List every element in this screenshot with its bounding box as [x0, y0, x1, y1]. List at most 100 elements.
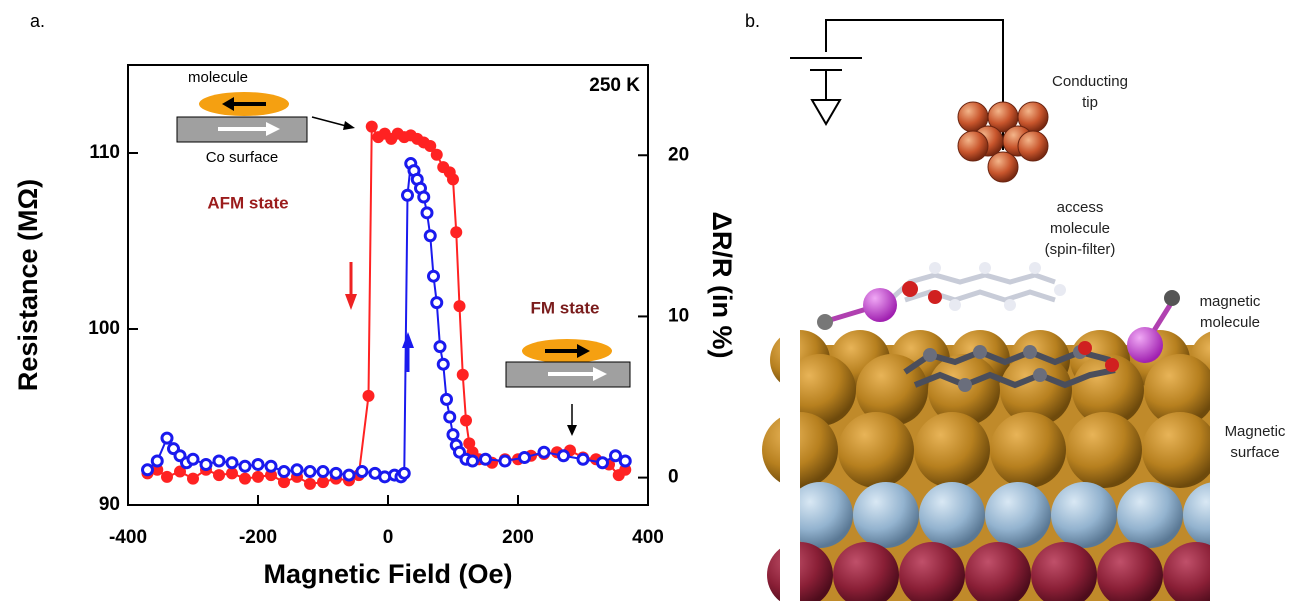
diagram-label: tip — [1082, 94, 1098, 111]
sweep-arrow — [402, 332, 414, 348]
data-point — [253, 460, 263, 470]
x-axis-label: Magnetic Field (Oe) — [263, 559, 512, 589]
annotation: AFM state — [207, 193, 288, 212]
data-point — [422, 208, 432, 218]
atom — [919, 482, 985, 548]
y2-tick-label: 0 — [668, 467, 679, 488]
diagram-label: surface — [1230, 444, 1279, 461]
y2-axis-label: ΔR/R (in %) — [707, 212, 737, 359]
data-point — [598, 458, 608, 468]
atom — [853, 482, 919, 548]
sweep-arrow — [345, 294, 357, 310]
surface — [762, 330, 1299, 601]
pointer — [343, 121, 355, 130]
diagram-label: Conducting — [1052, 73, 1128, 90]
pointer — [567, 425, 577, 436]
data-point — [481, 454, 491, 464]
atom — [990, 412, 1066, 488]
data-point — [239, 473, 251, 485]
data-point — [539, 447, 549, 457]
atom — [985, 482, 1051, 548]
x-tick-label: 200 — [502, 527, 534, 548]
y-tick-label: 110 — [89, 142, 120, 163]
panel-label: a. — [30, 11, 45, 31]
annotation: molecule — [188, 69, 248, 86]
x-tick-label: 400 — [632, 527, 664, 548]
mask — [1210, 330, 1299, 601]
data-point — [520, 452, 530, 462]
data-point — [578, 454, 588, 464]
data-point — [357, 467, 367, 477]
y-axis-label: Resistance (MΩ) — [13, 179, 43, 391]
atom — [1142, 412, 1218, 488]
data-point — [188, 454, 198, 464]
atom — [1051, 482, 1117, 548]
y2-tick-label: 10 — [668, 305, 689, 326]
atom — [1117, 482, 1183, 548]
data-point — [432, 298, 442, 308]
data-point — [304, 478, 316, 490]
data-point — [214, 456, 224, 466]
annotation: 250 K — [589, 75, 640, 96]
data-point — [403, 190, 413, 200]
panel-label: b. — [745, 11, 760, 31]
data-point — [143, 465, 153, 475]
data-point — [363, 390, 375, 402]
tip — [958, 102, 1048, 182]
data-point — [252, 471, 264, 483]
atom — [914, 412, 990, 488]
data-point — [468, 456, 478, 466]
diagram-label: molecule — [1050, 220, 1110, 237]
data-point — [448, 430, 458, 440]
x-tick-label: 0 — [383, 527, 394, 548]
y2-tick-label: 20 — [668, 144, 689, 165]
data-point — [431, 149, 443, 161]
data-point — [279, 467, 289, 477]
mask — [780, 330, 800, 601]
data-point — [419, 192, 429, 202]
data-point — [318, 467, 328, 477]
y-tick-label: 90 — [99, 494, 120, 515]
data-point — [331, 468, 341, 478]
annotation: Co surface — [206, 149, 279, 166]
y-tick-label: 100 — [88, 318, 120, 339]
data-point — [429, 271, 439, 281]
data-point — [425, 231, 435, 241]
data-point — [305, 467, 315, 477]
figure: a. Magnetic Field (Oe) Resistance (MΩ) Δ… — [0, 0, 1299, 601]
data-point — [240, 461, 250, 471]
x-tick-label: -200 — [239, 527, 277, 548]
data-point — [457, 369, 469, 381]
data-point — [442, 394, 452, 404]
diagram-label: magnetic — [1200, 293, 1261, 310]
atom — [1066, 412, 1142, 488]
data-point — [201, 460, 211, 470]
data-point — [152, 456, 162, 466]
data-point — [450, 226, 462, 238]
diagram-label: Magnetic — [1225, 423, 1286, 440]
diagram-label: access — [1057, 199, 1104, 216]
data-point — [435, 342, 445, 352]
data-point — [438, 359, 448, 369]
data-point — [399, 468, 409, 478]
data-point — [366, 121, 378, 133]
diagram-label: molecule — [1200, 314, 1260, 331]
annotation: FM state — [531, 298, 600, 317]
data-point — [266, 461, 276, 471]
data-point — [213, 469, 225, 481]
data-point — [227, 458, 237, 468]
data-point — [187, 473, 199, 485]
data-point — [559, 451, 569, 461]
data-point — [620, 456, 630, 466]
data-point — [460, 415, 472, 427]
diagram-label: (spin-filter) — [1045, 241, 1116, 258]
data-point — [500, 456, 510, 466]
x-tick-label: -400 — [109, 527, 147, 548]
data-point — [161, 471, 173, 483]
data-point — [162, 433, 172, 443]
data-point — [292, 465, 302, 475]
data-point — [454, 300, 466, 312]
atom — [838, 412, 914, 488]
data-point — [447, 173, 459, 185]
data-point — [445, 412, 455, 422]
